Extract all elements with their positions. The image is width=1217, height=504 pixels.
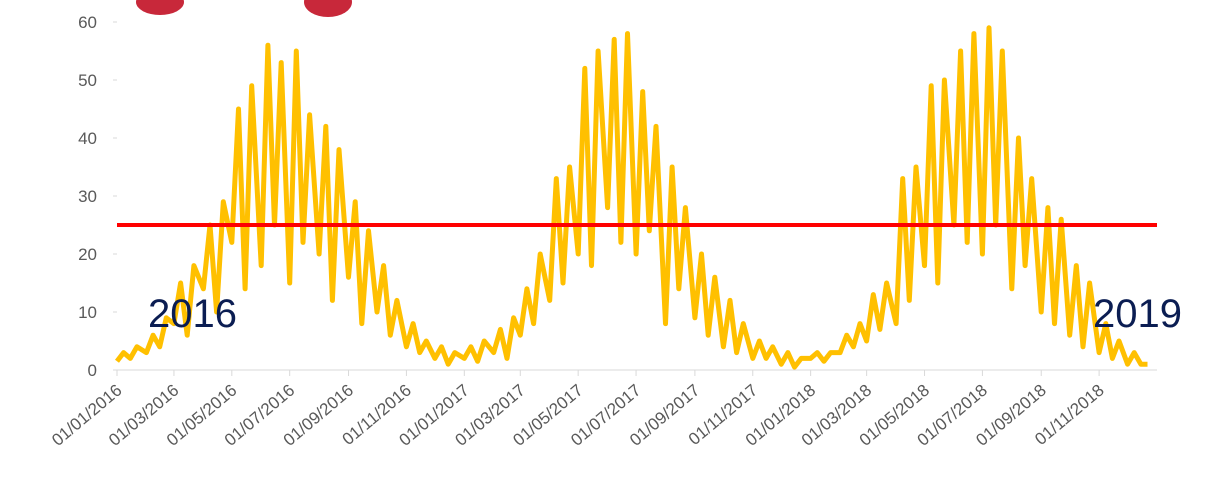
y-tick-label: 20 (78, 245, 97, 264)
annotation: 2019 (1093, 292, 1182, 336)
y-tick-label: 60 (78, 13, 97, 32)
raspberry-decoration (136, 0, 352, 17)
data-line (115, 25, 1148, 370)
y-tick-label: 40 (78, 129, 97, 148)
y-tick-label: 30 (78, 187, 97, 206)
annotation: 2016 (148, 292, 237, 336)
y-tick-label: 0 (88, 361, 97, 380)
y-tick-label: 50 (78, 71, 97, 90)
y-tick-label: 10 (78, 303, 97, 322)
